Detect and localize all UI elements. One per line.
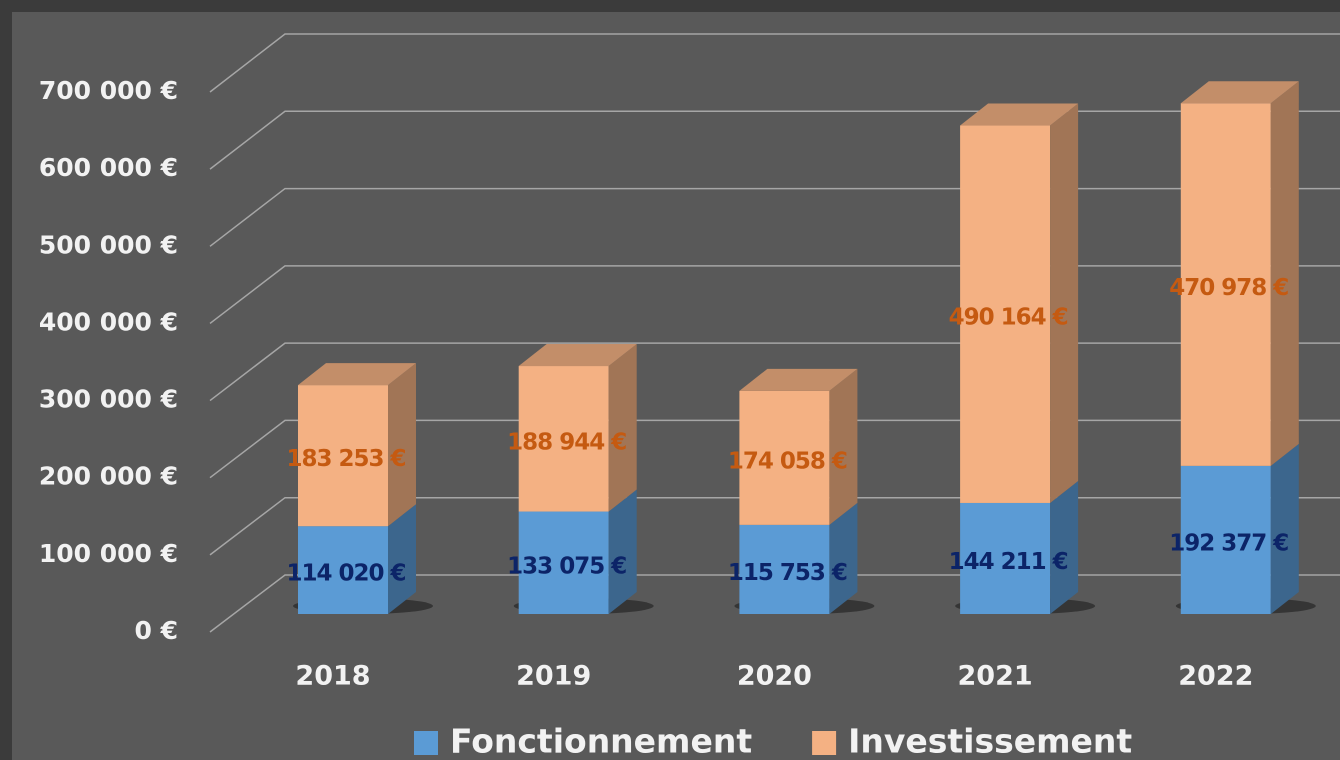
bar-top [518,344,637,367]
bar-side [1050,103,1079,503]
plot-background [12,12,1340,760]
bar-front [739,524,830,614]
bar-front [960,125,1051,503]
x-tick-label: 2019 [516,661,591,692]
value-label: 490 164 € [949,305,1068,331]
bar-segment [739,368,858,525]
bar-front [518,366,609,512]
bar-front [518,511,609,614]
bar-front [298,526,388,614]
value-label: 183 253 € [286,446,405,472]
value-label: 115 753 € [728,560,847,586]
bar-segment [518,489,637,614]
y-tick-label: 600 000 € [39,153,178,182]
value-label: 133 075 € [507,553,626,579]
bar-segment [298,363,416,527]
bar-segment [739,502,858,614]
y-tick-label: 0 € [135,616,179,645]
bar-side [1050,480,1079,614]
bar-top [739,368,858,391]
bar-segment [960,480,1079,614]
bar-front [1180,103,1271,466]
x-tick-label: 2022 [1178,661,1253,692]
bar-side [608,489,637,614]
bar-front [298,385,388,527]
bar-side [1270,443,1299,614]
bar-side [829,502,858,614]
bar-top [960,103,1079,126]
bar-segment [518,344,637,512]
bar-front [739,390,830,525]
y-tick-label: 100 000 € [39,539,178,568]
bar-side [608,344,637,512]
y-tick-label: 700 000 € [39,76,178,105]
value-label: 174 058 € [728,448,847,474]
y-tick-label: 500 000 € [39,230,178,259]
y-tick-label: 400 000 € [39,307,178,336]
y-tick-label: 300 000 € [39,385,178,414]
bar-segment [1180,443,1299,614]
value-label: 114 020 € [286,561,405,587]
bar-side [829,368,858,525]
legend-label: Investissement [848,722,1132,760]
y-tick-label: 200 000 € [39,462,178,491]
bar-side [388,504,416,614]
bar-segment [298,504,416,614]
bar-segment [960,103,1079,503]
bar-top [298,363,416,386]
value-label: 192 377 € [1169,530,1288,556]
legend-label: Fonctionnement [450,722,752,760]
value-label: 470 978 € [1169,275,1288,301]
value-label: 144 211 € [949,549,1068,575]
x-tick-label: 2020 [737,661,812,692]
x-tick-label: 2018 [295,661,370,692]
x-tick-label: 2021 [958,661,1033,692]
bar-top [1180,81,1299,104]
bar-segment [1180,81,1299,466]
legend-swatch [414,731,438,755]
grid-line [209,33,1340,93]
legend-swatch [812,731,837,755]
bar-side [388,363,416,527]
bar-front [960,502,1051,614]
value-label: 188 944 € [507,429,626,455]
bar-front [1180,465,1271,614]
bar-side [1270,81,1299,466]
